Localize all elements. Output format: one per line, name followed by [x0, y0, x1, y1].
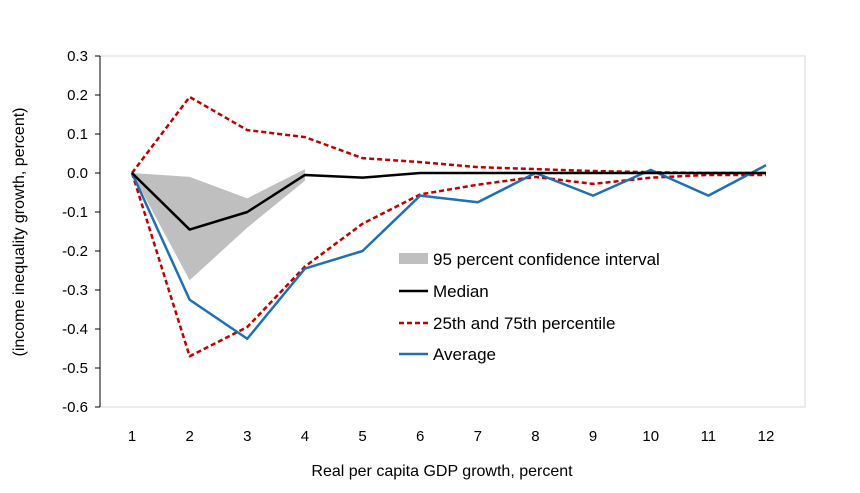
x-tick-label: 4	[301, 428, 309, 445]
y-tick-label: -0.2	[62, 243, 88, 260]
series-layer	[130, 95, 767, 358]
y-tick-label: -0.4	[62, 321, 88, 338]
x-tick-label: 10	[642, 428, 659, 445]
series-line-lower-percentile	[130, 172, 766, 358]
series-line-25th-and-75th-percentile	[131, 95, 766, 175]
x-tick-label: 8	[531, 428, 539, 445]
x-tick-label: 9	[589, 428, 597, 445]
x-tick-label: 2	[185, 428, 193, 445]
x-tick-label: 6	[416, 428, 424, 445]
series-line-median	[131, 171, 766, 231]
x-tick-label: 1	[128, 428, 136, 445]
y-axis-title: (income inequality growth, percent)	[11, 107, 28, 356]
y-tick-label: 0.1	[67, 126, 88, 143]
confidence-band	[132, 169, 305, 281]
y-tick-label: -0.3	[62, 282, 88, 299]
legend-label-median: Median	[433, 282, 489, 301]
y-tick-label: 0.3	[67, 48, 88, 65]
x-tick-label: 7	[474, 428, 482, 445]
x-tick-label: 3	[243, 428, 251, 445]
confidence-band-layer	[132, 169, 305, 281]
y-tick-label: -0.1	[62, 204, 88, 221]
y-tick-label: 0.2	[67, 87, 88, 104]
legend: 95 percent confidence interval Median 25…	[399, 250, 660, 364]
y-tick-label: -0.6	[62, 399, 88, 416]
x-tick-label: 12	[758, 428, 775, 445]
y-tick-label: 0.0	[67, 165, 88, 182]
y-tick-label: -0.5	[62, 360, 88, 377]
legend-label-percentiles: 25th and 75th percentile	[433, 314, 615, 333]
x-tick-label: 11	[701, 428, 717, 445]
legend-swatch-confidence-band	[399, 253, 428, 264]
legend-label-confidence-band: 95 percent confidence interval	[433, 250, 660, 269]
x-tick-label: 5	[358, 428, 366, 445]
x-axis-title: Real per capita GDP growth, percent	[311, 463, 573, 480]
legend-label-average: Average	[433, 345, 496, 364]
y-ticks: 0.3 0.2 0.1 0.0 -0.1 -0.2 -0.3 -0.4 -0.5 -0.6	[62, 48, 100, 416]
x-ticks: 1 2 3 4 5 6 7 8 9 10 11 12	[128, 428, 775, 445]
